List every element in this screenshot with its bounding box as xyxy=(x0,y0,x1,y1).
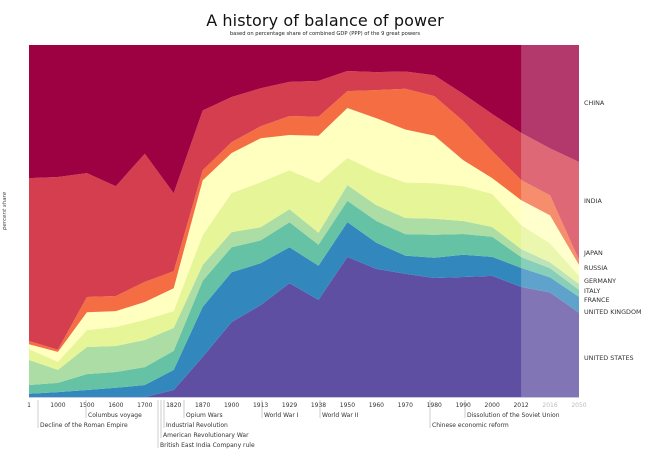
legend-india: INDIA xyxy=(584,197,602,205)
x-tick-label: 1600 xyxy=(108,402,123,409)
event-label-american-revolutionary-war: American Revolutionary War xyxy=(163,432,249,439)
legend-japan: JAPAN xyxy=(583,249,603,257)
area-layers xyxy=(29,45,579,397)
x-tick-label: 1900 xyxy=(224,402,239,409)
x-tick-label: 2000 xyxy=(485,402,500,409)
legend-france: FRANCE xyxy=(584,296,610,304)
event-label-industrial-revolution: Industrial Revolution xyxy=(166,422,228,429)
projection-overlay xyxy=(521,45,579,397)
x-tick-label: 1000 xyxy=(50,402,65,409)
event-annotations: Decline of the Roman Empire Columbus voya… xyxy=(37,400,560,449)
legend-united-kingdom: UNITED KINGDOM xyxy=(584,308,642,316)
x-tick-label: 2050 xyxy=(571,402,586,409)
area-japan xyxy=(29,88,579,352)
x-tick-label: 1950 xyxy=(340,402,355,409)
legend-germany: GERMANY xyxy=(584,277,616,285)
x-tick-label: 1929 xyxy=(282,402,297,409)
chart-title: A history of balance of power xyxy=(206,11,444,30)
x-tick-label: 2012 xyxy=(513,402,528,409)
x-tick-label: 1938 xyxy=(311,402,326,409)
x-tick-label: 1990 xyxy=(456,402,471,409)
area-france xyxy=(29,200,579,394)
area-united-states xyxy=(29,256,579,397)
area-united-kingdom xyxy=(29,222,579,397)
event-label-columbus-voyage: Columbus voyage xyxy=(88,412,142,419)
x-tick-label: 1970 xyxy=(398,402,413,409)
legend-united-states: UNITED STATES xyxy=(584,354,634,362)
area-india xyxy=(29,71,579,350)
area-china xyxy=(29,45,579,194)
x-tick-label: 1700 xyxy=(137,402,152,409)
legend-russia: RUSSIA xyxy=(584,264,608,272)
x-tick-label: 1500 xyxy=(79,402,94,409)
event-label-opium-wars: Opium Wars xyxy=(186,412,223,419)
event-label-decline-of-the-roman-empire: Decline of the Roman Empire xyxy=(40,422,128,429)
x-tick-label: 1913 xyxy=(253,402,268,409)
event-label-world-war-i: World War I xyxy=(264,412,299,419)
x-tick-label: 1980 xyxy=(427,402,442,409)
event-label-world-war-ii: World War II xyxy=(322,412,358,419)
x-tick-label: 2016 xyxy=(542,402,557,409)
x-tick-label: 1960 xyxy=(369,402,384,409)
event-label-dissolution-of-the-soviet-union: Dissolution of the Soviet Union xyxy=(467,412,560,419)
legend-china: CHINA xyxy=(584,99,605,107)
x-tick-label: 1870 xyxy=(195,402,210,409)
x-tick-label: 1820 xyxy=(166,402,181,409)
x-tick-label: 1 xyxy=(27,402,31,409)
area-italy xyxy=(29,185,579,385)
legend-italy: ITALY xyxy=(584,287,600,295)
chart-subtitle: based on percentage share of combined GD… xyxy=(229,31,421,37)
x-axis-ticks: 1 1000 1500 1600 1700 1820 1870 1900 1913 1929 193… xyxy=(27,402,587,409)
area-russia xyxy=(29,108,579,362)
area-germany xyxy=(29,158,579,370)
event-label-british-east-india-company-rule: British East India Company rule xyxy=(160,442,255,449)
event-label-chinese-economic-reform: Chinese economic reform xyxy=(432,422,509,429)
